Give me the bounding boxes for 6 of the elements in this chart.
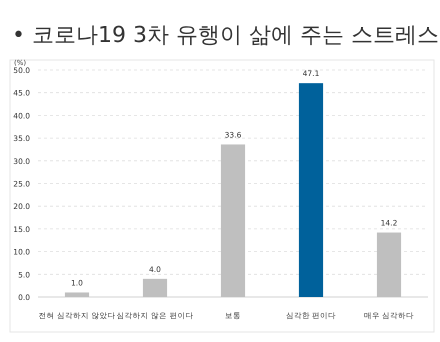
bar: [220, 144, 246, 297]
chart-title: • 코로나19 3차 유행이 삶에 주는 스트레스: [12, 23, 439, 48]
bar: [142, 278, 168, 297]
bar: [376, 232, 402, 297]
bar: [64, 292, 90, 297]
bar: [298, 83, 324, 297]
